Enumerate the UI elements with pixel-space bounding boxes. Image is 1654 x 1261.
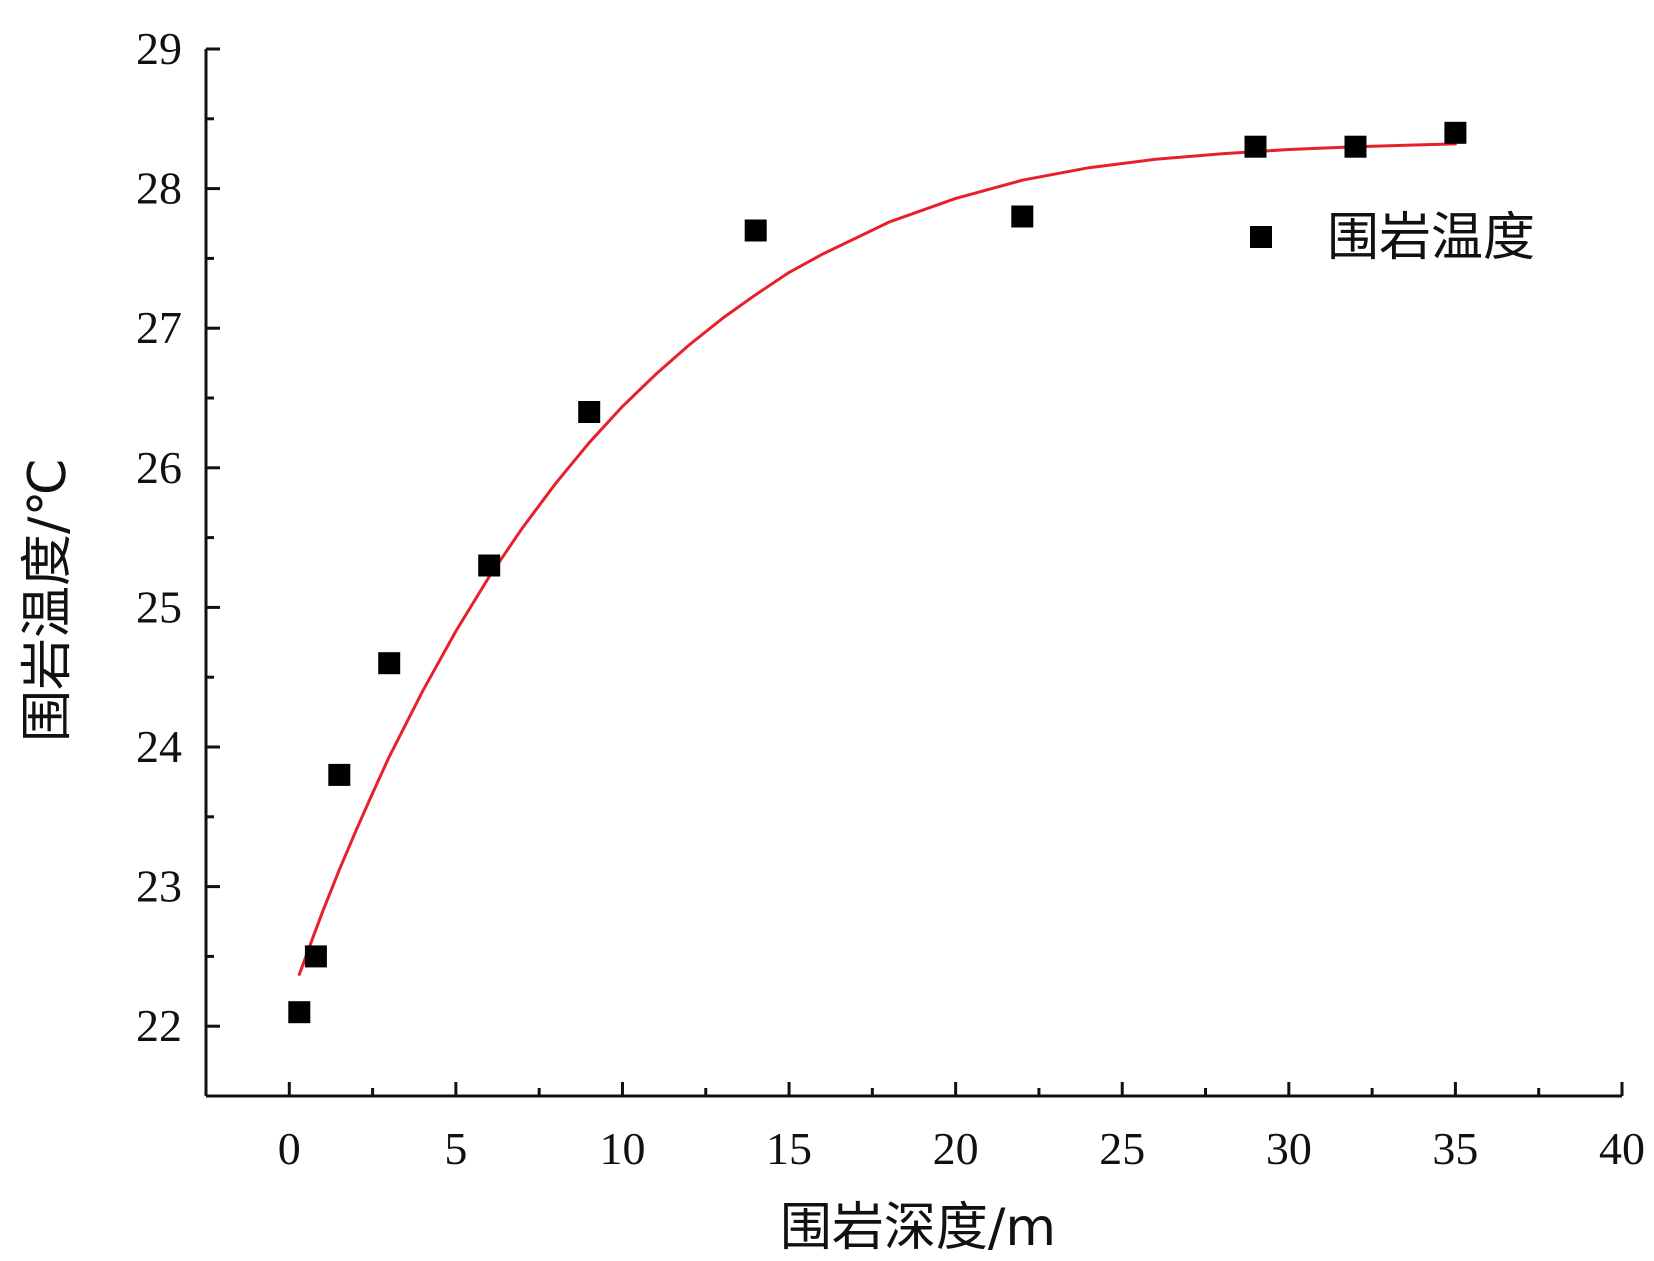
y-tick-label: 26 [136, 442, 182, 493]
y-tick-label: 22 [136, 1000, 182, 1051]
y-tick-label: 27 [136, 302, 182, 353]
x-tick-label: 5 [444, 1123, 467, 1174]
y-tick-label: 29 [136, 23, 182, 74]
y-tick-label: 24 [136, 721, 182, 772]
x-tick-label: 30 [1266, 1123, 1312, 1174]
y-tick-label: 25 [136, 581, 182, 632]
data-point [378, 652, 401, 675]
data-point [288, 1001, 311, 1024]
fit-curve [297, 142, 1457, 976]
data-point [1244, 135, 1267, 158]
data-point [304, 945, 327, 968]
y-axis-title: 围岩温度/℃ [18, 458, 78, 742]
legend-label: 围岩温度 [1327, 208, 1535, 268]
data-point [478, 554, 501, 577]
x-tick-label: 25 [1099, 1123, 1145, 1174]
y-tick-label: 23 [136, 861, 182, 912]
x-axis-title: 围岩深度/m [780, 1198, 1056, 1258]
legend: 围岩温度 [1250, 208, 1535, 268]
fit-layer [297, 142, 1457, 976]
data-point [744, 219, 767, 242]
x-tick-label: 40 [1599, 1123, 1645, 1174]
ticks: 0 5 10 15 20 25 30 35 40 22 23 24 25 26 27 28 29 [136, 23, 1645, 1174]
legend-marker [1250, 226, 1272, 248]
x-tick-label: 0 [278, 1123, 301, 1174]
data-point [328, 763, 351, 786]
data-point [1444, 121, 1467, 144]
axes [204, 49, 1622, 1098]
x-tick-label: 20 [933, 1123, 979, 1174]
data-point [578, 401, 601, 423]
x-tick-label: 15 [766, 1123, 812, 1174]
points-layer [288, 121, 1467, 1024]
x-tick-label: 10 [599, 1123, 645, 1174]
y-tick-label: 28 [136, 163, 182, 214]
x-tick-label: 35 [1432, 1123, 1478, 1174]
data-point [1344, 135, 1367, 158]
data-point [1011, 205, 1034, 228]
